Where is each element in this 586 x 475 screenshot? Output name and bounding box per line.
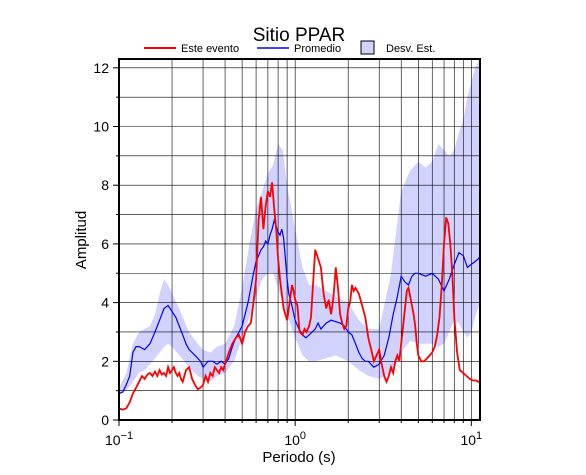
grid-horizontal xyxy=(119,67,480,421)
y-tick-label: 4 xyxy=(101,295,109,311)
x-tick-label: 10−1 xyxy=(105,430,133,448)
y-tick-label: 0 xyxy=(101,412,109,428)
series-line-este-evento xyxy=(118,182,480,411)
y-tick-label: 10 xyxy=(93,119,109,135)
x-tick-label: 101 xyxy=(460,430,482,448)
y-tick-label: 2 xyxy=(101,353,109,369)
legend-swatch-desv-est xyxy=(360,40,375,55)
x-tick-label: 100 xyxy=(284,430,306,448)
plot-frame xyxy=(118,58,481,421)
chart-title: Sitio PPAR xyxy=(253,25,346,46)
y-tick-label: 6 xyxy=(101,236,109,252)
legend: Este evento Promedio Desv. Est. xyxy=(144,40,435,55)
x-tick-labels: 10−1 100 101 xyxy=(105,430,482,448)
legend-label-este-evento: Este evento xyxy=(181,43,239,55)
plot-area xyxy=(118,58,481,421)
x-axis-label: Periodo (s) xyxy=(262,449,335,466)
legend-label-promedio: Promedio xyxy=(294,43,341,55)
y-tick-label: 12 xyxy=(93,60,109,76)
grid-vertical xyxy=(118,59,472,420)
axis-ticks xyxy=(113,67,472,426)
series-line-promedio xyxy=(118,218,481,395)
y-tick-label: 8 xyxy=(101,177,109,193)
std-dev-band xyxy=(119,59,480,394)
y-tick-labels: 0 2 4 6 8 10 12 xyxy=(93,60,109,428)
legend-label-desv-est: Desv. Est. xyxy=(386,43,435,55)
y-axis-label: Amplitud xyxy=(73,211,90,269)
